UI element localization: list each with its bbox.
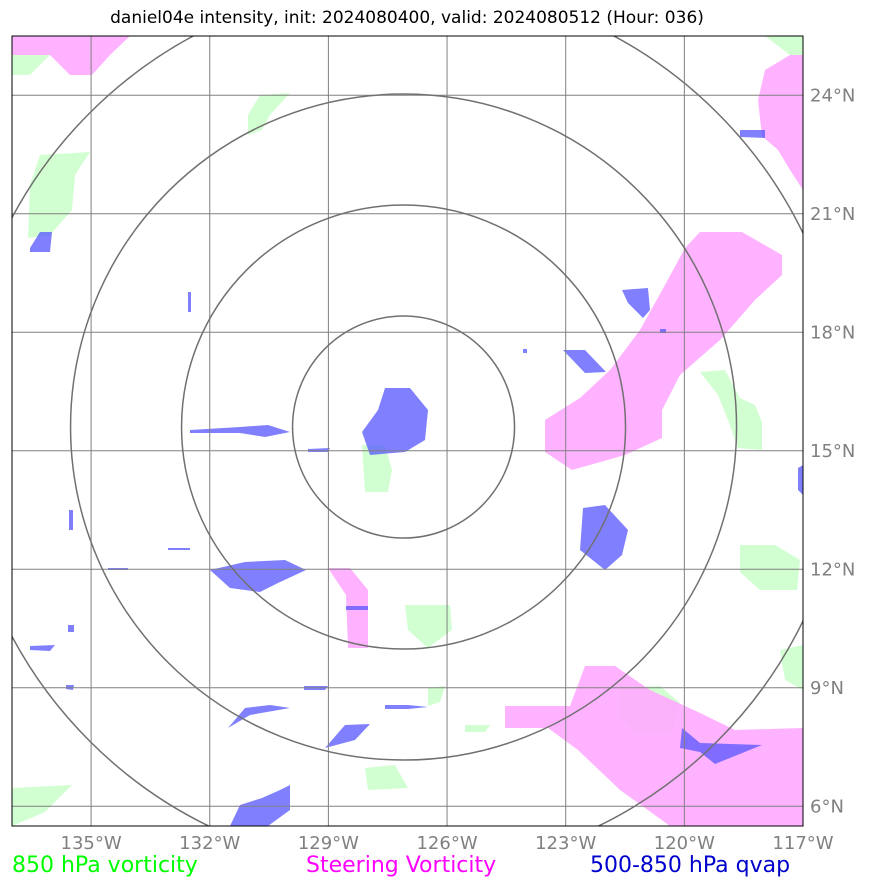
longitude-tick-label: 120°W bbox=[654, 833, 715, 854]
vort850-region bbox=[365, 765, 408, 790]
map-title: daniel04e intensity, init: 2024080400, v… bbox=[110, 8, 704, 28]
steering-vorticity-layer bbox=[12, 36, 803, 826]
qvap-region bbox=[346, 606, 368, 610]
longitude-tick-label: 117°W bbox=[772, 833, 833, 854]
vort850-region bbox=[405, 605, 452, 648]
qvap-region bbox=[69, 510, 73, 530]
vort850-region bbox=[465, 725, 490, 732]
latitude-labels: 24°N 21°N 18°N 15°N 12°N 9°N 6°N bbox=[810, 85, 855, 817]
range-ring bbox=[69, 93, 738, 761]
qvap-region bbox=[362, 388, 428, 455]
qvap-region bbox=[385, 705, 428, 709]
qvap-region bbox=[68, 625, 74, 632]
latitude-tick-label: 9°N bbox=[810, 678, 844, 699]
qvap-region bbox=[168, 548, 190, 550]
vort850-region bbox=[740, 545, 800, 590]
latitude-tick-label: 12°N bbox=[810, 559, 855, 580]
qvap-region bbox=[30, 232, 52, 252]
latitude-tick-label: 15°N bbox=[810, 441, 855, 462]
vort850-region bbox=[700, 370, 762, 450]
vort850-region bbox=[765, 36, 803, 55]
qvap-region bbox=[740, 130, 765, 138]
qvap-region bbox=[190, 425, 290, 437]
steering-region bbox=[505, 666, 803, 826]
steering-region bbox=[12, 36, 130, 75]
range-rings bbox=[12, 36, 803, 826]
longitude-tick-label: 135°W bbox=[61, 833, 122, 854]
legend-qvap: 500-850 hPa qvap bbox=[590, 853, 791, 878]
qvap-region bbox=[798, 465, 803, 495]
legend-steering-vorticity: Steering Vorticity bbox=[306, 853, 497, 878]
qvap-region bbox=[325, 724, 370, 748]
longitude-labels: 135°W 132°W 129°W 126°W 123°W 120°W 117°W bbox=[61, 833, 834, 854]
vort850-region bbox=[248, 93, 290, 135]
vort850-region bbox=[12, 785, 72, 826]
longitude-tick-label: 126°W bbox=[416, 833, 477, 854]
qvap-region bbox=[680, 728, 762, 764]
steering-region bbox=[758, 55, 803, 190]
qvap-region bbox=[30, 645, 55, 651]
qvap-region bbox=[580, 505, 628, 570]
map-frame bbox=[11, 35, 804, 827]
steering-region bbox=[545, 232, 782, 470]
range-ring bbox=[180, 204, 627, 650]
longitude-tick-label: 123°W bbox=[535, 833, 596, 854]
latitude-tick-label: 21°N bbox=[810, 204, 855, 225]
gridlines bbox=[12, 36, 803, 826]
legend-850hpa-vorticity: 850 hPa vorticity bbox=[12, 853, 198, 878]
qvap-layer bbox=[30, 130, 803, 826]
qvap-region bbox=[523, 349, 527, 353]
vort850-region bbox=[362, 445, 392, 492]
latitude-tick-label: 24°N bbox=[810, 85, 855, 106]
qvap-region bbox=[228, 705, 290, 728]
latitude-tick-label: 6°N bbox=[810, 796, 844, 817]
range-ring bbox=[291, 315, 516, 539]
vort850-region bbox=[428, 686, 445, 706]
qvap-region bbox=[210, 560, 306, 592]
qvap-region bbox=[230, 785, 290, 826]
qvap-region bbox=[622, 288, 650, 318]
vort850-region bbox=[12, 55, 50, 75]
latitude-tick-label: 18°N bbox=[810, 322, 855, 343]
vort850-region bbox=[28, 152, 90, 238]
longitude-tick-label: 129°W bbox=[298, 833, 359, 854]
field-layers bbox=[12, 36, 803, 826]
qvap-region bbox=[188, 292, 191, 312]
qvap-region bbox=[563, 350, 606, 373]
vorticity-850-layer bbox=[12, 36, 803, 826]
vort850-region bbox=[780, 645, 803, 690]
longitude-tick-label: 132°W bbox=[179, 833, 240, 854]
